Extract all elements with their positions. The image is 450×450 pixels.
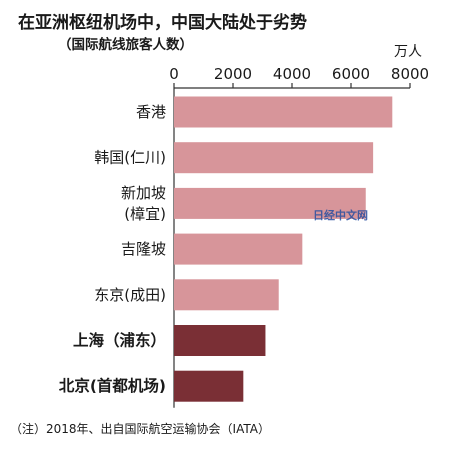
- x-tick-label: 4000: [273, 65, 311, 83]
- bar: [174, 96, 393, 128]
- x-tick-label: 6000: [332, 65, 370, 83]
- bar: [174, 142, 374, 174]
- x-axis-unit: 万人: [394, 44, 422, 60]
- chart-subtitle: （国际航线旅客人数）: [58, 37, 193, 53]
- x-tick-label: 2000: [214, 65, 252, 83]
- bar: [174, 279, 279, 311]
- x-tick-label: 8000: [391, 65, 429, 83]
- chart-title: 在亚洲枢纽机场中，中国大陆处于劣势: [18, 13, 307, 33]
- category-label: 韩国(仁川): [94, 149, 166, 167]
- category-label: 吉隆坡: [121, 240, 166, 258]
- x-tick-label: 0: [169, 65, 179, 83]
- bars: [174, 96, 393, 402]
- source-note: （注）2018年、出自国际航空运输协会（IATA）: [10, 422, 270, 436]
- category-label: 香港: [136, 103, 166, 121]
- category-label: 上海（浦东）: [73, 331, 166, 350]
- bar: [174, 187, 366, 219]
- category-label: (樟宜): [124, 205, 166, 223]
- bar: [174, 233, 303, 265]
- watermark-text: 日经中文网: [313, 208, 368, 222]
- bar: [174, 370, 244, 402]
- bar: [174, 325, 266, 356]
- category-label: 新加坡: [121, 184, 166, 202]
- category-label: 东京(成田): [94, 286, 166, 304]
- category-label: 北京(首都机场): [59, 376, 166, 395]
